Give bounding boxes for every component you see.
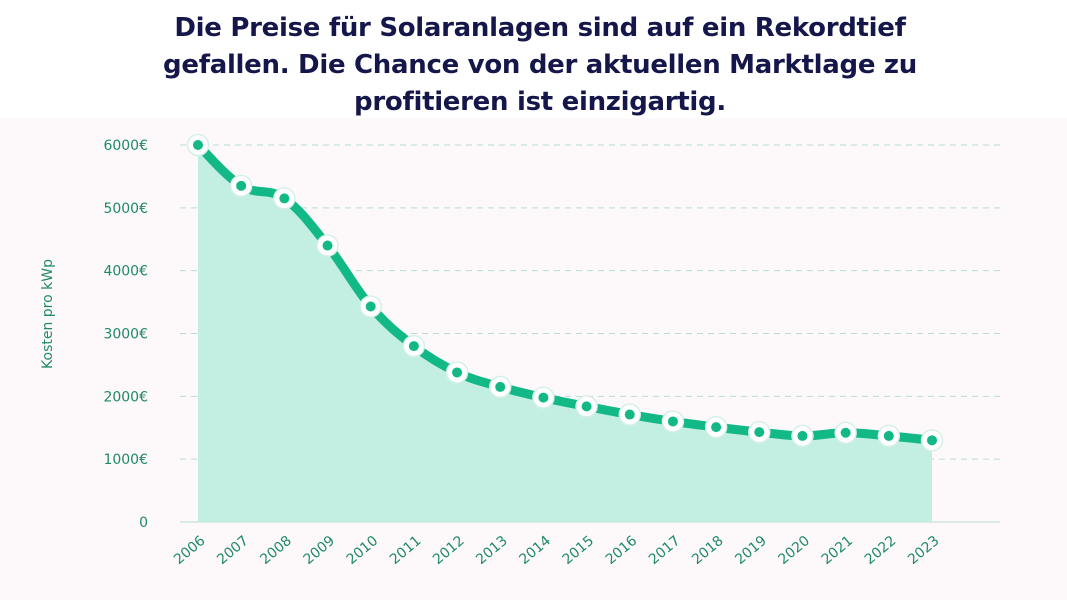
- marker-dot: [711, 422, 722, 433]
- data-point-2014: [532, 386, 555, 409]
- marker-dot: [927, 435, 937, 446]
- x-tick-label: 2011: [387, 533, 425, 568]
- x-tick-label: 2019: [732, 533, 770, 568]
- y-axis-label: Kosten pro kWp: [40, 259, 56, 369]
- marker-dot: [322, 240, 333, 251]
- area-shape: [198, 145, 932, 522]
- data-point-2006: [186, 133, 210, 157]
- x-tick-label: 2015: [560, 533, 598, 568]
- data-point-2016: [618, 403, 642, 426]
- marker-dot: [538, 392, 549, 403]
- y-tick-label: 4000€: [103, 264, 148, 280]
- x-tick-label: 2012: [430, 533, 468, 568]
- x-tick-label: 2022: [862, 533, 900, 568]
- y-axis-ticks: 0 1000€ 2000€ 3000€ 4000€ 5000€ 6000€: [103, 138, 148, 531]
- data-point-2021: [834, 421, 857, 445]
- data-point-2022: [877, 424, 901, 448]
- data-point-2019: [748, 420, 771, 444]
- x-tick-label: 2023: [905, 533, 943, 568]
- data-point-2015: [575, 395, 598, 418]
- data-point-2012: [445, 361, 469, 384]
- x-tick-label: 2018: [689, 533, 727, 568]
- x-tick-label: 2020: [775, 533, 813, 568]
- area-fill: [198, 145, 932, 522]
- x-tick-label: 2017: [646, 533, 684, 568]
- y-tick-label: 0: [139, 515, 148, 531]
- data-point-2007: [229, 174, 253, 198]
- marker-dot: [581, 401, 592, 412]
- x-tick-label: 2010: [344, 533, 382, 568]
- x-tick-label: 2021: [819, 533, 857, 568]
- marker-dot: [840, 427, 851, 438]
- marker-dot: [279, 193, 290, 204]
- data-point-2011: [402, 334, 426, 358]
- marker-dot: [883, 430, 894, 441]
- marker-dot: [193, 140, 203, 150]
- data-points: [186, 133, 944, 452]
- marker-dot: [797, 430, 808, 441]
- data-point-2020: [791, 424, 814, 448]
- x-tick-label: 2007: [214, 533, 252, 568]
- x-tick-label: 2014: [516, 533, 554, 568]
- data-point-2017: [661, 410, 685, 433]
- y-tick-label: 2000€: [103, 389, 148, 405]
- marker-dot: [667, 416, 678, 427]
- y-tick-label: 5000€: [103, 201, 148, 217]
- data-point-2013: [488, 375, 512, 399]
- x-tick-label: 2009: [301, 533, 339, 568]
- marker-dot: [365, 301, 376, 312]
- marker-dot: [408, 341, 419, 352]
- marker-dot: [624, 409, 635, 420]
- marker-dot: [236, 180, 247, 191]
- y-tick-label: 1000€: [103, 452, 148, 468]
- y-tick-label: 3000€: [103, 327, 148, 343]
- marker-dot: [754, 427, 765, 438]
- x-axis-ticks: 2006 2007 2008 2009 2010 2011 2012 2013 2014 2015…: [171, 533, 943, 568]
- chart-title: Die Preise für Solaranlagen sind auf ein…: [163, 13, 917, 117]
- data-point-2018: [704, 415, 728, 439]
- x-tick-label: 2016: [603, 533, 641, 568]
- x-tick-label: 2013: [473, 533, 511, 568]
- data-point-2009: [316, 234, 339, 257]
- data-point-2010: [359, 295, 382, 318]
- y-tick-label: 6000€: [103, 138, 148, 154]
- marker-dot: [495, 381, 506, 392]
- marker-dot: [452, 367, 463, 378]
- x-tick-label: 2006: [171, 533, 209, 568]
- data-point-2023: [920, 429, 944, 452]
- data-point-2008: [273, 187, 296, 210]
- x-tick-label: 2008: [257, 533, 295, 568]
